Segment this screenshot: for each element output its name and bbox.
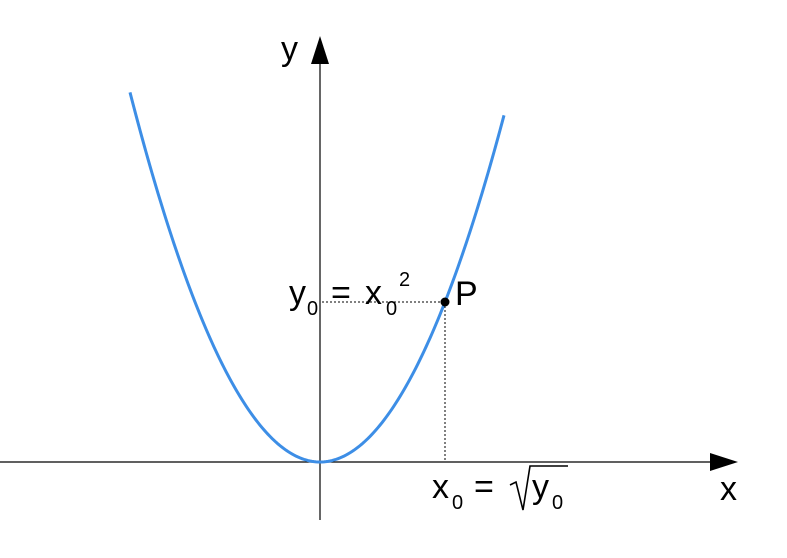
y0-equation: y 0 = x 0 2 <box>289 269 410 320</box>
point-p-label: P <box>455 275 478 313</box>
y-axis-arrowhead <box>311 36 329 64</box>
parabola-curve <box>128 91 506 464</box>
x0-subscript: 0 <box>452 492 463 514</box>
x-axis-label: x <box>720 470 737 508</box>
y0-equals: = <box>331 274 351 312</box>
y0-rhs-subscript: 0 <box>386 298 397 320</box>
y0-rhs-base: x <box>365 274 382 312</box>
x0-equals: = <box>474 468 494 506</box>
y0-subscript: 0 <box>307 298 318 320</box>
x0-equation: x 0 = y 0 <box>432 465 568 514</box>
point-p-marker <box>440 297 450 307</box>
x0-radicand-subscript: 0 <box>552 492 563 514</box>
y-axis-label: y <box>281 30 298 68</box>
y0-base: y <box>289 274 306 312</box>
y0-rhs-superscript: 2 <box>399 269 410 291</box>
x-axis-arrowhead <box>710 453 738 471</box>
sqrt-radical-sign <box>509 465 568 511</box>
x0-radicand-base: y <box>532 468 549 506</box>
x0-base: x <box>432 468 449 506</box>
